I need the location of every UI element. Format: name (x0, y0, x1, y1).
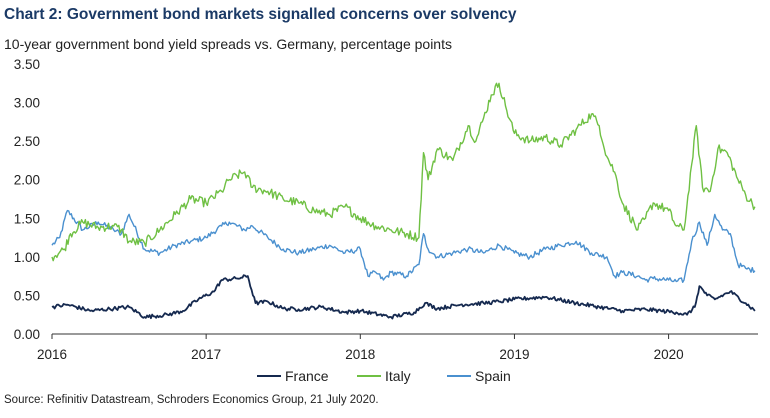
series-line-france (51, 274, 756, 320)
legend: France Italy Spain (257, 368, 511, 384)
x-tick-label: 2018 (345, 347, 375, 362)
x-axis-ticks: 2016 2017 2018 2019 2020 (37, 334, 684, 362)
y-tick-label: 3.50 (14, 57, 40, 72)
legend-label-spain: Spain (475, 368, 511, 384)
x-tick-label: 2017 (191, 347, 221, 362)
source-note: Source: Refinitiv Datastream, Schroders … (4, 394, 379, 406)
y-tick-label: 0.50 (14, 288, 40, 303)
y-tick-label: 0.00 (14, 327, 40, 342)
chart-subtitle: 10-year government bond yield spreads vs… (4, 36, 452, 52)
y-tick-label: 2.00 (14, 173, 40, 188)
y-tick-label: 2.50 (14, 134, 40, 149)
x-tick-label: 2020 (654, 347, 684, 362)
y-tick-label: 1.50 (14, 211, 40, 226)
series-lines (51, 82, 756, 320)
legend-label-france: France (285, 368, 329, 384)
y-tick-label: 3.00 (14, 96, 40, 111)
series-line-spain (51, 209, 756, 283)
series-line-italy (51, 82, 756, 262)
x-tick-label: 2016 (37, 347, 67, 362)
y-tick-label: 1.00 (14, 250, 40, 265)
x-tick-label: 2019 (499, 347, 529, 362)
chart-title: Chart 2: Government bond markets signall… (4, 6, 517, 23)
y-axis-ticks: 0.00 0.50 1.00 1.50 2.00 2.50 3.00 3.50 (14, 57, 40, 342)
legend-label-italy: Italy (385, 368, 411, 384)
